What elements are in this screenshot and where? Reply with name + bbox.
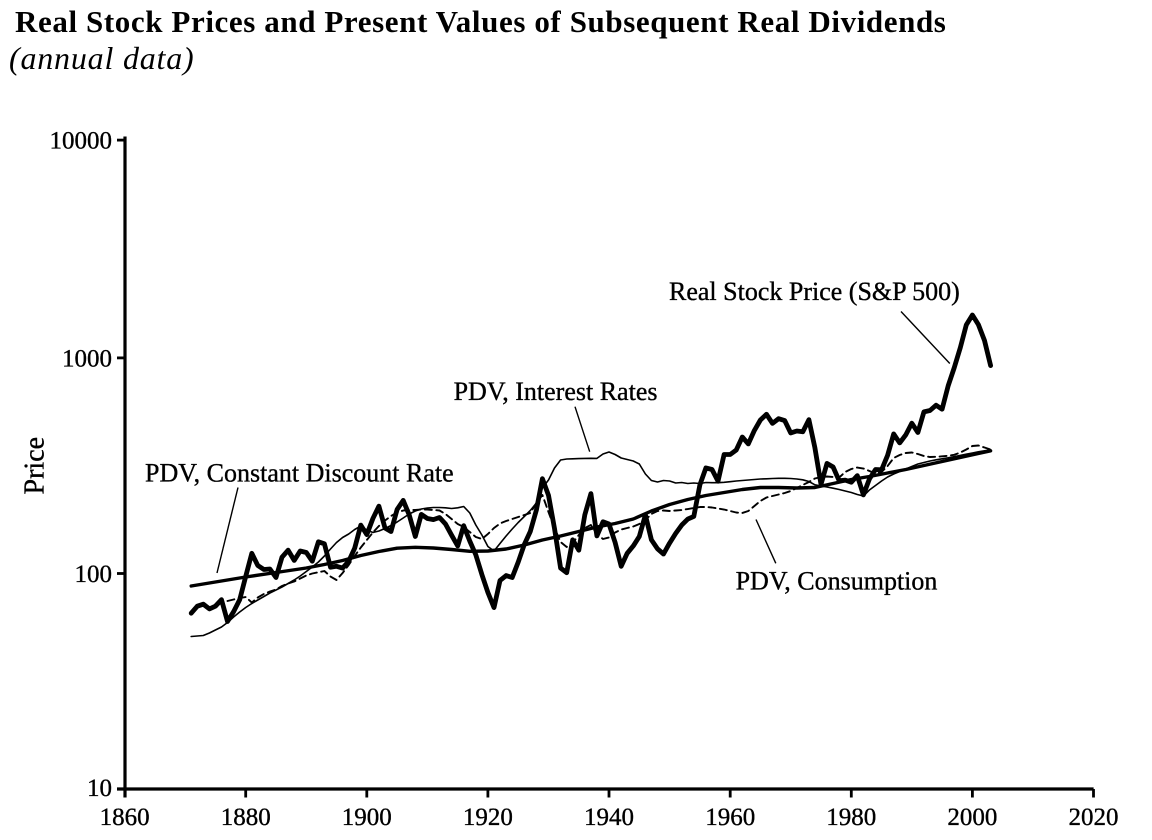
svg-text:PDV, Interest Rates: PDV, Interest Rates (454, 377, 658, 406)
svg-text:1000: 1000 (62, 346, 112, 373)
svg-text:2000: 2000 (947, 804, 997, 831)
svg-text:10: 10 (87, 775, 112, 802)
svg-text:1920: 1920 (463, 804, 513, 831)
svg-text:1880: 1880 (221, 804, 271, 831)
svg-text:1900: 1900 (342, 804, 392, 831)
svg-text:1940: 1940 (584, 804, 634, 831)
svg-text:1960: 1960 (705, 804, 755, 831)
svg-text:100: 100 (75, 561, 113, 588)
svg-text:Price: Price (20, 437, 51, 495)
svg-text:2020: 2020 (1069, 804, 1119, 831)
svg-text:10000: 10000 (50, 128, 113, 155)
svg-text:1860: 1860 (100, 804, 150, 831)
svg-text:PDV, Constant Discount Rate: PDV, Constant Discount Rate (145, 459, 454, 488)
svg-text:Real Stock Price (S&P 500): Real Stock Price (S&P 500) (669, 277, 960, 306)
svg-text:1980: 1980 (826, 804, 876, 831)
svg-text:PDV, Consumption: PDV, Consumption (736, 567, 938, 596)
